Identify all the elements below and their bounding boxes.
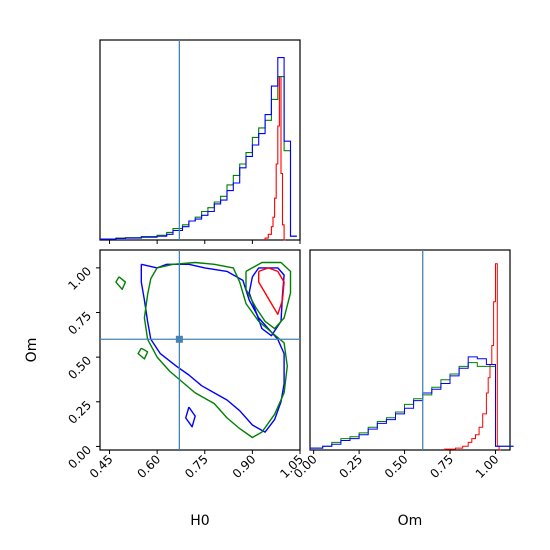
- joint-contour-green: [143, 261, 288, 439]
- om-marginal-panel: 0.00 0.25 0.50 0.75 1.00 Om: [291, 249, 514, 529]
- joint-xtick-label: 0.90: [230, 452, 259, 481]
- joint-frame: [99, 249, 301, 451]
- joint-ytick-label: 0.25: [65, 398, 94, 427]
- om-hist-blue: [309, 356, 514, 450]
- joint-contour-green: [115, 276, 127, 290]
- joint-contour-blue: [248, 267, 285, 337]
- joint-panel: 0.45 0.60 0.75 0.90 1.05 0.000.250.500.751.0…: [24, 249, 306, 529]
- joint-contour-blue: [184, 406, 196, 428]
- joint-xtick-label: 0.45: [87, 452, 116, 481]
- h0-marginal-frame: [99, 39, 301, 241]
- joint-ylabel: Om: [24, 338, 40, 363]
- joint-contour-green: [245, 261, 292, 330]
- om-xtick-label: 0.50: [382, 452, 411, 481]
- joint-ytick-label: 1.00: [65, 264, 94, 293]
- joint-contour-green: [137, 347, 149, 360]
- joint-ytick-label: 0.50: [65, 353, 94, 382]
- om-xtick-label: 1.00: [473, 452, 502, 481]
- joint-contour-red: [258, 267, 285, 315]
- om-hist-red: [444, 263, 501, 451]
- om-hist-green: [309, 362, 514, 450]
- joint-truth-marker: [175, 335, 183, 343]
- om-xlabel: Om: [398, 513, 423, 529]
- om-xtick-label: 0.75: [427, 452, 456, 481]
- om-xtick-label: 0.25: [336, 452, 365, 481]
- h0-marginal-panel: [99, 39, 301, 244]
- h0-hist-blue: [99, 57, 297, 240]
- om-marginal-frame: [309, 249, 511, 451]
- joint-xlabel: H0: [190, 513, 209, 529]
- h0-hist-red: [264, 76, 286, 241]
- h0-hist-green: [99, 76, 297, 240]
- joint-xtick-label: 0.75: [182, 452, 211, 481]
- joint-contour-blue: [140, 263, 285, 433]
- joint-xtick-label: 0.60: [134, 452, 163, 481]
- joint-ytick-label: 0.75: [65, 309, 94, 338]
